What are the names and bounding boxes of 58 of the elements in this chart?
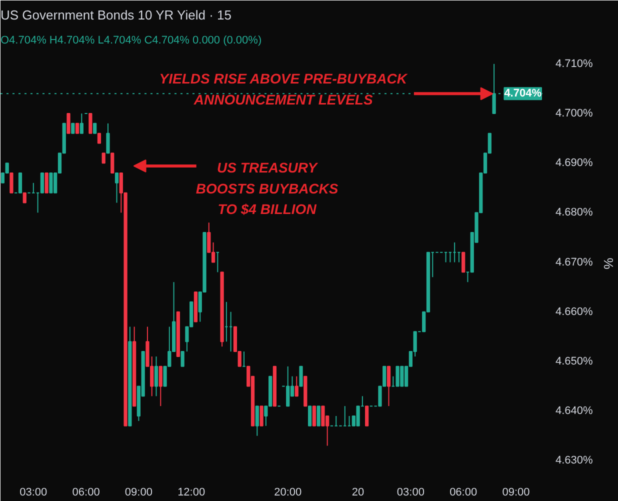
candlestick bbox=[356, 406, 360, 426]
candlestick bbox=[286, 366, 290, 407]
candlestick bbox=[88, 112, 92, 134]
annotation: YIELDS RISE ABOVE PRE-BUYBACK ANNOUNCEMENT LEVELS bbox=[159, 70, 408, 108]
candlestick bbox=[294, 376, 298, 397]
candlestick bbox=[80, 112, 84, 134]
x-tick-label: 06:00 bbox=[72, 486, 100, 498]
candlestick bbox=[97, 132, 102, 144]
candlestick bbox=[106, 122, 110, 154]
candlestick bbox=[365, 406, 369, 426]
candlestick bbox=[10, 172, 14, 194]
y-axis-title: % bbox=[600, 258, 616, 270]
y-tick-label: 4.710% bbox=[556, 58, 594, 70]
candlestick bbox=[321, 406, 325, 426]
x-tick-label: 09:00 bbox=[124, 486, 152, 498]
x-tick-label: 03:00 bbox=[396, 486, 424, 498]
candlestick bbox=[158, 366, 162, 407]
x-tick-label: 20 bbox=[352, 486, 364, 498]
y-tick-label: 4.700% bbox=[556, 107, 594, 120]
candlestick bbox=[396, 366, 400, 387]
candlestick bbox=[312, 406, 316, 426]
candlestick bbox=[93, 122, 97, 134]
candlestick bbox=[71, 122, 75, 134]
candlestick bbox=[299, 366, 303, 387]
candlestick bbox=[110, 152, 114, 174]
x-tick-label: 03:00 bbox=[20, 486, 48, 498]
y-tick-label: 4.690% bbox=[556, 157, 594, 170]
y-tick-label: 4.670% bbox=[556, 256, 594, 268]
annotation: US TREASURY BOOSTS BUYBACKS TO $4 BILLION bbox=[196, 160, 339, 218]
y-tick-label: 4.650% bbox=[556, 355, 594, 368]
candlestick bbox=[255, 406, 259, 436]
chart-subtitle: O4.704% H4.704% L4.704% C4.704% 0.000 (0.00%) bbox=[0, 34, 262, 46]
candlestick bbox=[462, 252, 466, 273]
candlestick bbox=[18, 172, 22, 194]
candlestick bbox=[308, 406, 312, 426]
candlestick bbox=[102, 152, 106, 164]
candlestick bbox=[316, 406, 320, 426]
ref-line-label: 4.704% bbox=[504, 88, 542, 100]
candlestick bbox=[180, 351, 184, 367]
y-tick-label: 4.630% bbox=[556, 454, 594, 467]
candlestick bbox=[75, 122, 80, 134]
candlestick bbox=[114, 172, 119, 204]
candlestick bbox=[44, 172, 48, 194]
candlestick bbox=[260, 406, 264, 426]
candlestick bbox=[154, 356, 158, 397]
x-tick-label: 20:00 bbox=[274, 486, 302, 498]
chart-title: US Government Bonds 10 YR Yield · 15 bbox=[0, 8, 232, 22]
y-tick-label: 4.660% bbox=[556, 306, 594, 318]
x-tick-label: 09:00 bbox=[502, 486, 530, 498]
y-tick-label: 4.680% bbox=[556, 206, 594, 219]
candlestick bbox=[40, 172, 44, 194]
y-tick-label: 4.640% bbox=[556, 405, 594, 418]
x-tick-label: 12:00 bbox=[178, 486, 206, 498]
candlestick bbox=[22, 192, 26, 204]
candlestick bbox=[386, 366, 391, 407]
candlestick bbox=[66, 112, 70, 134]
x-tick-label: 06:00 bbox=[450, 486, 478, 498]
candlestick bbox=[49, 172, 53, 194]
